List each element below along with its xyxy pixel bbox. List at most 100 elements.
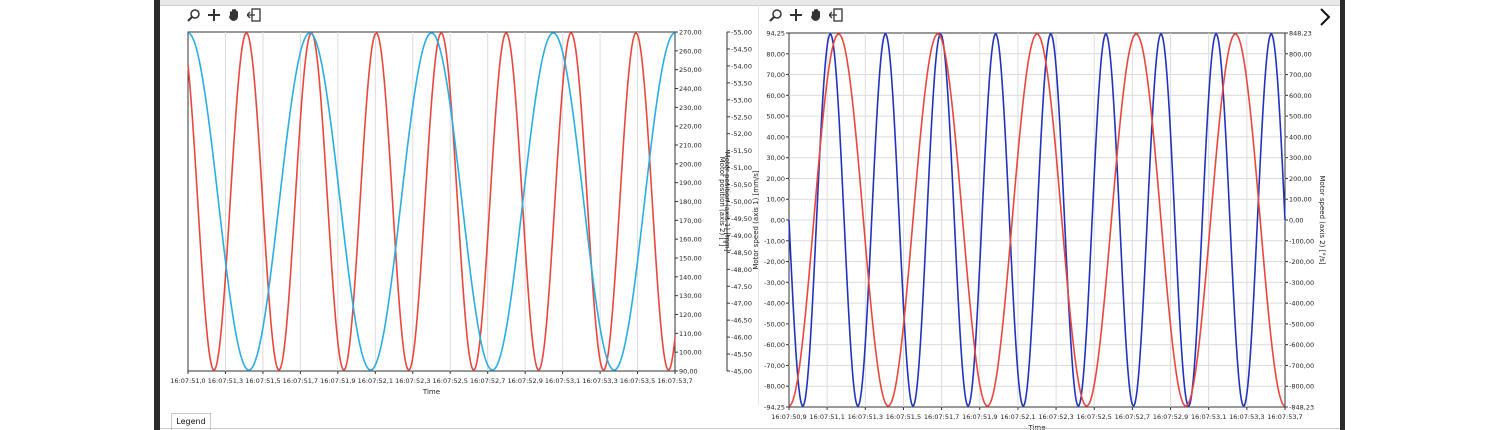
y-tick-label-right2: -48,50 [731, 249, 752, 257]
y-tick-label-left: -70,00 [764, 362, 785, 370]
y-tick-label-right1: 160,00 [679, 236, 702, 244]
y-tick-label-right2: -49,50 [731, 215, 752, 223]
y-tick-label-right: -300,00 [1289, 279, 1314, 287]
y-tick-label-right1: 130,00 [679, 292, 702, 300]
x-tick-label: 16:07:51,0 [170, 377, 205, 385]
y-tick-label-right1: 150,00 [679, 255, 702, 263]
y-tick-label-left: -80,00 [764, 383, 785, 391]
y-tick-label-right1: 110,00 [679, 330, 702, 338]
legend-divider [160, 428, 1340, 429]
y-tick-label-right: -500,00 [1289, 320, 1314, 328]
y-tick-label-right: 600,00 [1289, 92, 1312, 100]
x-tick-label: 16:07:51,9 [320, 377, 355, 385]
series-line-2 [187, 32, 676, 371]
y-tick-label-left: -30,00 [764, 279, 785, 287]
window-top-strip [160, 0, 1340, 6]
chart-toolbar-left [186, 6, 262, 24]
y-tick-label-right2: -51,50 [731, 147, 752, 155]
x-tick-label: 16:07:53,1 [545, 377, 580, 385]
y-tick-label-right2: -54,00 [731, 62, 752, 70]
y-tick-label-right2: -54,50 [731, 45, 752, 53]
x-tick-label: 16:07:52,5 [1077, 413, 1112, 421]
y-tick-label-left: -10,00 [764, 237, 785, 245]
exit-icon[interactable] [246, 7, 262, 23]
y-tick-label-right: -400,00 [1289, 300, 1314, 308]
y-tick-label-right: -200,00 [1289, 258, 1314, 266]
x-tick-label: 16:07:51,1 [809, 413, 844, 421]
y-tick-label-right1: 180,00 [679, 198, 702, 206]
x-tick-label: 16:07:51,5 [886, 413, 921, 421]
y-tick-label-left: 60,00 [766, 92, 785, 100]
y-tick-label-right2: -47,00 [731, 300, 752, 308]
y-tick-label-right: -800,00 [1289, 383, 1314, 391]
y-tick-label-right2: -48,00 [731, 266, 752, 274]
plot-area [187, 31, 676, 372]
y-tick-label-right1: 210,00 [679, 142, 702, 150]
series-line-1 [187, 32, 676, 371]
legend-tab[interactable]: Legend [171, 413, 211, 430]
window-frame-left [154, 0, 160, 430]
y-tick-label-left: 10,00 [766, 196, 785, 204]
y-axis-label-left: Motor speed (axis 1) [mm/s] [752, 170, 760, 270]
pan-hand-icon[interactable] [808, 7, 824, 23]
x-tick-label: 16:07:52,7 [470, 377, 505, 385]
x-tick-label: 16:07:52,1 [1000, 413, 1035, 421]
chevron-right-icon[interactable] [1314, 6, 1336, 28]
x-tick-label: 16:07:51,5 [245, 377, 280, 385]
x-tick-label: 16:07:52,5 [433, 377, 468, 385]
x-tick-label: 16:07:53,7 [657, 377, 692, 385]
y-tick-label-left: 94,25 [766, 30, 785, 38]
add-icon[interactable] [788, 7, 804, 23]
y-tick-label-right: 0,00 [1289, 217, 1303, 225]
y-tick-label-right1: 100,00 [679, 349, 702, 357]
y-tick-label-right1: 240,00 [679, 85, 702, 93]
y-tick-label-right1: 120,00 [679, 311, 702, 319]
x-tick-label: 16:07:52,9 [1153, 413, 1188, 421]
panel-separator [758, 5, 759, 405]
x-tick-label: 16:07:52,3 [395, 377, 430, 385]
y-tick-label-right: 800,00 [1289, 50, 1312, 58]
y-tick-label-right: -100,00 [1289, 237, 1314, 245]
y-tick-label-right: -848,23 [1289, 404, 1314, 412]
y-tick-label-left: 20,00 [766, 175, 785, 183]
add-icon[interactable] [206, 7, 222, 23]
speed-chart[interactable]: 94,25 80,00 70,00 60,00 50,00 40,00 30,00 20,00… [745, 20, 1345, 430]
y-tick-label-right: 848,23 [1289, 30, 1312, 38]
x-tick-label: 16:07:52,9 [507, 377, 542, 385]
y-tick-label-right1: 220,00 [679, 123, 702, 131]
y-tick-label-right: -700,00 [1289, 362, 1314, 370]
x-tick-label: 16:07:51,7 [283, 377, 318, 385]
y-tick-label-right2: -45,50 [731, 351, 752, 359]
y-tick-label-left: 0,00 [771, 217, 785, 225]
y-axis-label-right1: Motor position (axis 2) [°] [718, 157, 726, 247]
y-tick-label-right: 300,00 [1289, 154, 1312, 162]
x-tick-label: 16:07:51,3 [208, 377, 243, 385]
y-tick-label-right2: -52,00 [731, 130, 752, 138]
y-tick-label-left: 30,00 [766, 154, 785, 162]
y-tick-label-right: 500,00 [1289, 113, 1312, 121]
y-tick-label-right: -600,00 [1289, 341, 1314, 349]
zoom-icon[interactable] [186, 7, 202, 23]
y-tick-label-right2: -50,50 [731, 181, 752, 189]
y-axis-label-right2: Motor position (axis 1) [mm] [723, 152, 731, 252]
zoom-icon[interactable] [768, 7, 784, 23]
position-chart[interactable]: 16:07:51,0 16:07:51,3 16:07:51,5 16:07:51,7… [160, 20, 760, 430]
x-tick-label: 16:07:51,7 [924, 413, 959, 421]
x-tick-label: 16:07:52,3 [1038, 413, 1073, 421]
x-axis-label: Time [422, 388, 440, 396]
x-axis-label: Time [1027, 424, 1045, 430]
y-tick-label-right2: -51,00 [731, 164, 752, 172]
x-tick-label: 16:07:53,1 [1191, 413, 1226, 421]
series-line-1 [788, 32, 1286, 408]
pan-hand-icon[interactable] [226, 7, 242, 23]
chart-toolbar-right [768, 6, 844, 24]
x-tick-label: 16:07:51,9 [962, 413, 997, 421]
x-tick-label: 16:07:50,9 [771, 413, 806, 421]
y-tick-label-right: 200,00 [1289, 175, 1312, 183]
x-tick-label: 16:07:51,3 [848, 413, 883, 421]
x-tick-label: 16:07:52,1 [358, 377, 393, 385]
exit-icon[interactable] [828, 7, 844, 23]
series-line-2 [788, 33, 1286, 407]
window-frame-right [1340, 0, 1345, 430]
y-tick-label-right1: 270,00 [679, 29, 702, 37]
